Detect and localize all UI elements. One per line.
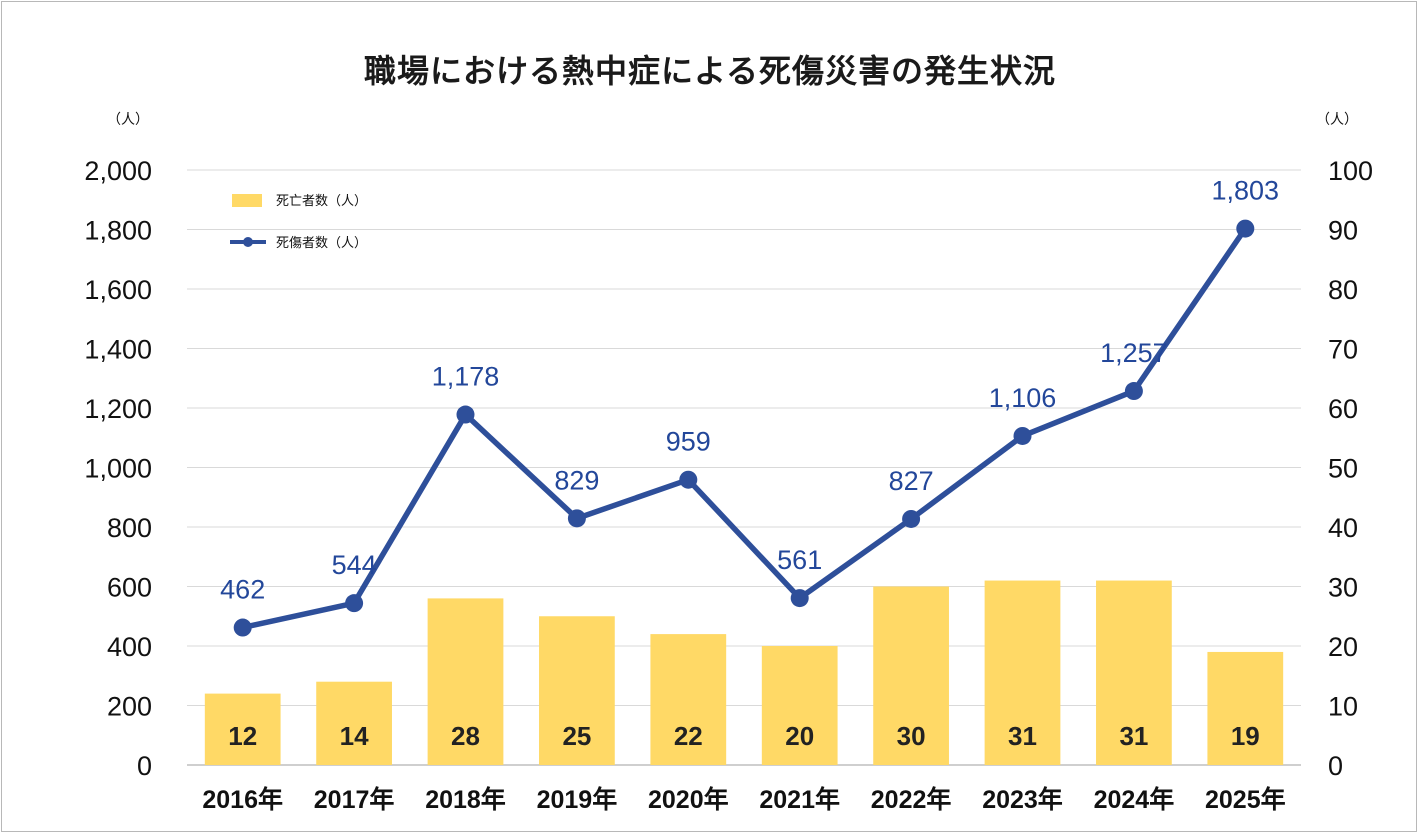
left-tick-label: 1,600 — [84, 275, 152, 305]
line-point — [345, 594, 364, 613]
bar-value-label: 22 — [674, 721, 703, 751]
category-label: 2021年 — [759, 785, 840, 814]
bar-value-label: 31 — [1119, 721, 1148, 751]
left-tick-label: 800 — [107, 513, 152, 543]
bar-value-label: 12 — [228, 721, 257, 751]
line-point — [1013, 426, 1032, 445]
bar-value-label: 25 — [562, 721, 591, 751]
line-point — [790, 589, 809, 608]
bar-value-label: 14 — [340, 721, 369, 751]
left-tick-label: 1,800 — [84, 216, 152, 246]
right-axis: 0 10 20 30 40 50 60 70 80 90 100 — [1328, 156, 1373, 781]
right-tick-label: 40 — [1328, 513, 1358, 543]
legend-line-label: 死傷者数（人） — [276, 236, 367, 251]
line-value-label: 827 — [889, 466, 934, 496]
right-tick-label: 30 — [1328, 573, 1358, 603]
left-tick-label: 2,000 — [84, 156, 152, 186]
bar — [1096, 580, 1172, 765]
bar-value-label: 20 — [785, 721, 814, 751]
bar — [984, 580, 1061, 765]
line-value-label: 1,106 — [989, 383, 1057, 413]
line-value-label: 1,803 — [1212, 176, 1280, 206]
bar-value-label: 31 — [1008, 721, 1037, 751]
right-tick-label: 50 — [1328, 454, 1358, 484]
line-value-label: 959 — [666, 427, 711, 457]
line-point — [1236, 219, 1255, 238]
left-tick-label: 200 — [107, 692, 152, 722]
line-point — [233, 618, 252, 637]
legend: 死亡者数（人） 死傷者数（人） — [230, 194, 367, 251]
category-label: 2020年 — [648, 785, 729, 814]
category-label: 2024年 — [1094, 785, 1175, 814]
bar-series: 12 14 28 25 22 20 30 31 31 19 — [204, 580, 1284, 765]
category-label: 2023年 — [982, 785, 1063, 814]
right-tick-label: 100 — [1328, 156, 1373, 186]
right-tick-label: 0 — [1328, 751, 1343, 781]
line-value-label: 544 — [332, 550, 377, 580]
line-point — [902, 509, 921, 528]
left-tick-label: 0 — [137, 751, 152, 781]
left-tick-label: 1,000 — [84, 454, 152, 484]
bar-value-label: 28 — [451, 721, 480, 751]
category-label: 2017年 — [314, 785, 395, 814]
right-tick-label: 10 — [1328, 692, 1358, 722]
chart-title: 職場における熱中症による死傷災害の発生状況 — [363, 52, 1057, 90]
right-tick-label: 80 — [1328, 275, 1358, 305]
line-value-label: 1,178 — [432, 362, 500, 392]
left-tick-label: 400 — [107, 632, 152, 662]
series-line — [242, 227, 1248, 631]
legend-bar-label: 死亡者数（人） — [276, 194, 367, 209]
bar — [316, 681, 392, 765]
bar — [1207, 651, 1284, 765]
bar — [761, 646, 838, 765]
bar — [539, 616, 615, 765]
legend-bar-swatch — [232, 194, 262, 207]
line-point — [1124, 382, 1143, 401]
category-label: 2025年 — [1205, 785, 1286, 814]
category-label: 2016年 — [202, 785, 283, 814]
left-axis-unit: （人） — [107, 112, 149, 128]
bar — [873, 586, 949, 765]
legend-line-marker — [243, 237, 253, 247]
line-series: 462 544 1,178 829 959 561 827 1,106 1,257 1,803 — [220, 176, 1279, 637]
line-value-label: 561 — [777, 545, 822, 575]
line-value-label: 462 — [220, 575, 265, 605]
bar-value-label: 19 — [1231, 721, 1260, 751]
right-tick-label: 90 — [1328, 216, 1358, 246]
category-label: 2022年 — [871, 785, 952, 814]
left-tick-label: 600 — [107, 573, 152, 603]
bar-value-label: 30 — [897, 721, 926, 751]
right-tick-label: 70 — [1328, 335, 1358, 365]
x-axis: 2016年 2017年 2018年 2019年 2020年 2021年 2022年 2023年… — [202, 785, 1285, 814]
line-value-label: 1,257 — [1100, 338, 1168, 368]
category-label: 2018年 — [425, 785, 506, 814]
category-label: 2019年 — [537, 785, 618, 814]
line-value-label: 829 — [554, 465, 599, 495]
line-point — [679, 470, 698, 489]
right-axis-unit: （人） — [1316, 112, 1358, 128]
left-tick-label: 1,400 — [84, 335, 152, 365]
bar — [204, 693, 281, 765]
left-axis: 0 200 400 600 800 1,000 1,200 1,400 1,600 1,800 2,… — [84, 156, 152, 781]
right-tick-label: 60 — [1328, 394, 1358, 424]
line-point — [456, 405, 475, 424]
line-point — [567, 509, 586, 528]
bar — [427, 598, 504, 765]
left-tick-label: 1,200 — [84, 394, 152, 424]
bar — [650, 634, 727, 765]
right-tick-label: 20 — [1328, 632, 1358, 662]
